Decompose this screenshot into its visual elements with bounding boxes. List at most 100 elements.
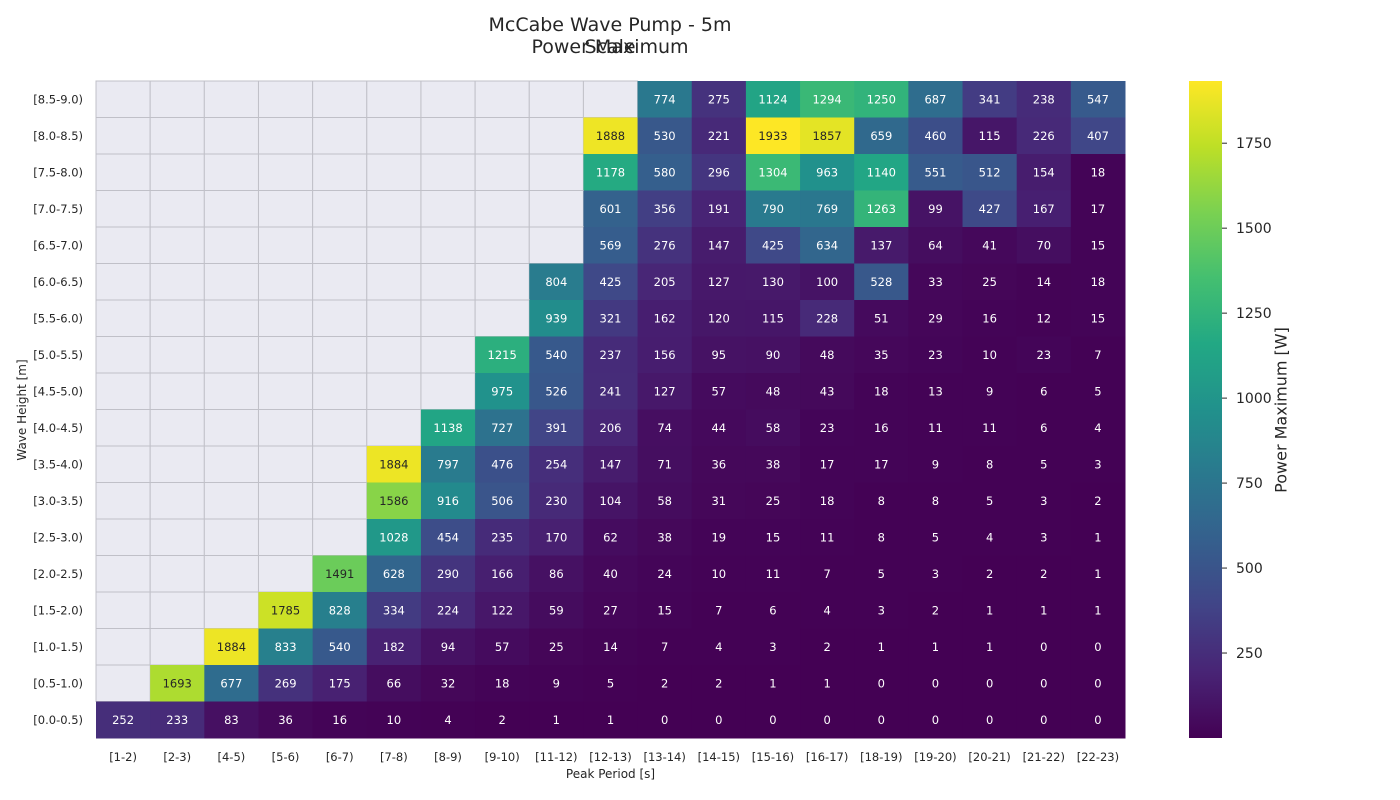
cell-value-label: 254 (545, 457, 567, 471)
cell-value-label: 356 (654, 202, 676, 216)
y-tick-label: [4.0-4.5) (33, 421, 83, 435)
heatmap-cell (529, 701, 584, 739)
cell-value-label: 182 (383, 640, 405, 654)
cell-value-label: 341 (979, 92, 1001, 106)
cell-value-label: 9 (932, 457, 939, 471)
cell-value-label: 3 (769, 640, 776, 654)
cell-value-label: 2 (932, 603, 939, 617)
cell-value-label: 1884 (217, 640, 246, 654)
heatmap-cell (745, 665, 801, 702)
heatmap-cell (745, 446, 801, 483)
heatmap-cell (1070, 665, 1126, 702)
heatmap-cell (637, 446, 693, 483)
heatmap-cell (637, 117, 693, 155)
heatmap-cell (854, 117, 909, 155)
heatmap-cell (366, 665, 422, 702)
cell-value-label: 147 (600, 457, 622, 471)
heatmap-cell-empty (366, 263, 422, 301)
cell-value-label: 71 (657, 457, 672, 471)
x-tick-label: [6-7) (326, 750, 354, 764)
cell-value-label: 175 (329, 676, 351, 690)
heatmap-cell (908, 701, 964, 739)
heatmap-cell (475, 701, 530, 739)
heatmap-cell (420, 482, 476, 520)
heatmap-cell-empty (474, 80, 530, 118)
cell-value-label: 235 (491, 530, 513, 544)
cell-value-label: 454 (437, 530, 459, 544)
cell-value-label: 790 (762, 202, 784, 216)
cell-value-label: 48 (820, 348, 835, 362)
heatmap-cell (854, 519, 909, 556)
heatmap-cell (745, 409, 801, 447)
cell-value-label: 170 (545, 530, 567, 544)
heatmap-cell (800, 154, 855, 191)
heatmap-cell (962, 81, 1018, 118)
heatmap-cell (854, 190, 909, 228)
cell-value-label: 43 (820, 384, 835, 398)
y-tick-label: [5.0-5.5) (33, 348, 83, 362)
heatmap-cell (691, 81, 747, 118)
heatmap-cell (637, 701, 693, 739)
heatmap-cell (691, 592, 747, 629)
cell-value-label: 1 (823, 676, 830, 690)
y-tick-label: [8.0-8.5) (33, 129, 83, 143)
heatmap-cell (1016, 409, 1072, 447)
cell-value-label: 1785 (271, 603, 300, 617)
heatmap-cell (1016, 300, 1072, 337)
heatmap-cell-empty (366, 336, 422, 374)
heatmap-cell (420, 555, 476, 593)
cell-value-label: 0 (878, 676, 885, 690)
heatmap-cell (1070, 336, 1126, 374)
cell-value-label: 7 (715, 603, 722, 617)
heatmap-cell (637, 263, 693, 301)
cell-value-label: 191 (708, 202, 730, 216)
cell-value-label: 40 (603, 567, 618, 581)
heatmap-cell-empty (149, 299, 205, 337)
colorbar-tick-label: 500 (1236, 561, 1263, 577)
heatmap-cell-empty (257, 482, 314, 520)
x-tick-label: [22-23) (1077, 750, 1119, 764)
heatmap-cell (1070, 592, 1126, 629)
cell-value-label: 15 (657, 603, 672, 617)
cell-value-label: 526 (545, 384, 567, 398)
heatmap-cell-empty (528, 226, 584, 264)
heatmap-cell-empty (312, 190, 368, 228)
heatmap-cell (962, 555, 1018, 593)
colorbar-tick-label: 1000 (1236, 391, 1272, 407)
heatmap-cell (908, 336, 964, 374)
heatmap-cell (1016, 592, 1072, 629)
cell-value-label: 634 (816, 238, 838, 252)
heatmap-cell-empty (149, 190, 205, 228)
heatmap-cell (1070, 409, 1126, 447)
heatmap-cell-empty (203, 372, 259, 410)
heatmap-cell-empty (257, 372, 314, 410)
heatmap-cell (150, 665, 205, 702)
heatmap-cell (475, 592, 530, 629)
heatmap-cell (366, 701, 422, 739)
cell-value-label: 237 (600, 348, 622, 362)
cell-value-label: 5 (607, 676, 614, 690)
cell-value-label: 166 (491, 567, 513, 581)
heatmap-cell-empty (257, 409, 314, 447)
cell-value-label: 44 (711, 421, 726, 435)
cell-value-label: 797 (437, 457, 459, 471)
cell-value-label: 90 (766, 348, 781, 362)
y-tick-label: [6.0-6.5) (33, 275, 83, 289)
heatmap-cell (637, 482, 693, 520)
cell-value-label: 1 (1094, 603, 1101, 617)
x-tick-label: [13-14) (643, 750, 685, 764)
heatmap-cell (637, 519, 693, 556)
heatmap-cell-empty (95, 117, 151, 155)
heatmap-cell (475, 409, 530, 447)
cell-value-label: 31 (711, 494, 726, 508)
heatmap-cell-empty (312, 482, 368, 520)
heatmap-cell-empty (420, 372, 476, 410)
heatmap-cell (475, 665, 530, 702)
heatmap-cell (1070, 81, 1126, 118)
heatmap-cell (583, 628, 639, 666)
cell-value-label: 1 (986, 640, 993, 654)
cell-value-label: 25 (982, 275, 997, 289)
cell-value-label: 238 (1033, 92, 1055, 106)
heatmap-cell (854, 592, 909, 629)
